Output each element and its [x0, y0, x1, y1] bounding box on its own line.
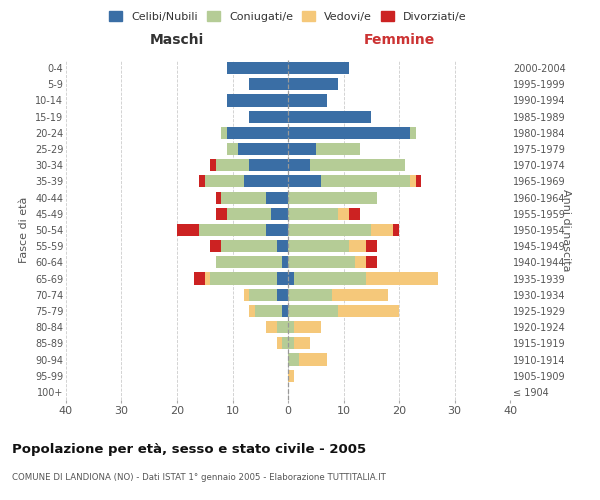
Bar	[416, 176, 421, 188]
Bar	[410, 127, 416, 139]
Bar	[293, 321, 322, 333]
Bar	[288, 240, 349, 252]
Bar	[355, 256, 366, 268]
Bar	[310, 159, 404, 172]
Text: Maschi: Maschi	[150, 33, 204, 47]
Text: Femmine: Femmine	[364, 33, 434, 47]
Bar	[199, 176, 205, 188]
Bar	[199, 224, 266, 236]
Bar	[288, 62, 349, 74]
Bar	[210, 272, 277, 284]
Bar	[266, 321, 277, 333]
Bar	[244, 288, 249, 301]
Bar	[288, 159, 310, 172]
Bar	[277, 288, 288, 301]
Text: Popolazione per età, sesso e stato civile - 2005: Popolazione per età, sesso e stato civil…	[12, 442, 366, 456]
Bar	[221, 192, 266, 203]
Bar	[249, 305, 254, 317]
Bar	[216, 208, 227, 220]
Bar	[216, 159, 249, 172]
Bar	[288, 110, 371, 122]
Bar	[266, 192, 288, 203]
Bar	[283, 338, 288, 349]
Bar	[288, 224, 371, 236]
Bar	[227, 94, 288, 106]
Bar	[277, 272, 288, 284]
Bar	[293, 272, 366, 284]
Bar	[210, 159, 216, 172]
Bar	[277, 338, 283, 349]
Legend: Celibi/Nubili, Coniugati/e, Vedovi/e, Divorziati/e: Celibi/Nubili, Coniugati/e, Vedovi/e, Di…	[106, 8, 470, 25]
Bar	[299, 354, 327, 366]
Bar	[271, 208, 288, 220]
Bar	[205, 176, 244, 188]
Bar	[277, 321, 288, 333]
Bar	[283, 256, 288, 268]
Bar	[244, 176, 288, 188]
Bar	[332, 288, 388, 301]
Bar	[338, 305, 399, 317]
Bar	[288, 288, 332, 301]
Bar	[266, 224, 288, 236]
Bar	[288, 321, 293, 333]
Bar	[394, 224, 399, 236]
Bar	[227, 127, 288, 139]
Bar	[216, 256, 283, 268]
Bar	[249, 159, 288, 172]
Bar	[288, 354, 299, 366]
Bar	[349, 208, 360, 220]
Bar	[316, 143, 360, 155]
Bar	[366, 240, 377, 252]
Bar	[227, 143, 238, 155]
Bar	[288, 78, 338, 90]
Bar	[238, 143, 288, 155]
Y-axis label: Fasce di età: Fasce di età	[19, 197, 29, 263]
Bar	[221, 127, 227, 139]
Bar	[288, 208, 338, 220]
Bar	[293, 338, 310, 349]
Bar	[227, 62, 288, 74]
Bar	[288, 272, 293, 284]
Bar	[322, 176, 410, 188]
Bar	[249, 78, 288, 90]
Bar	[349, 240, 366, 252]
Bar	[366, 256, 377, 268]
Bar	[288, 256, 355, 268]
Bar	[288, 176, 322, 188]
Text: COMUNE DI LANDIONA (NO) - Dati ISTAT 1° gennaio 2005 - Elaborazione TUTTITALIA.I: COMUNE DI LANDIONA (NO) - Dati ISTAT 1° …	[12, 472, 386, 482]
Bar	[288, 338, 293, 349]
Bar	[205, 272, 210, 284]
Bar	[216, 192, 221, 203]
Y-axis label: Anni di nascita: Anni di nascita	[561, 188, 571, 271]
Bar	[338, 208, 349, 220]
Bar	[249, 110, 288, 122]
Bar	[277, 240, 288, 252]
Bar	[177, 224, 199, 236]
Bar	[366, 272, 438, 284]
Bar	[410, 176, 416, 188]
Bar	[288, 143, 316, 155]
Bar	[288, 192, 377, 203]
Bar	[254, 305, 283, 317]
Bar	[227, 208, 271, 220]
Bar	[371, 224, 394, 236]
Bar	[249, 288, 277, 301]
Bar	[221, 240, 277, 252]
Bar	[288, 305, 338, 317]
Bar	[288, 127, 410, 139]
Bar	[288, 370, 293, 382]
Bar	[194, 272, 205, 284]
Bar	[283, 305, 288, 317]
Bar	[288, 94, 327, 106]
Bar	[210, 240, 221, 252]
